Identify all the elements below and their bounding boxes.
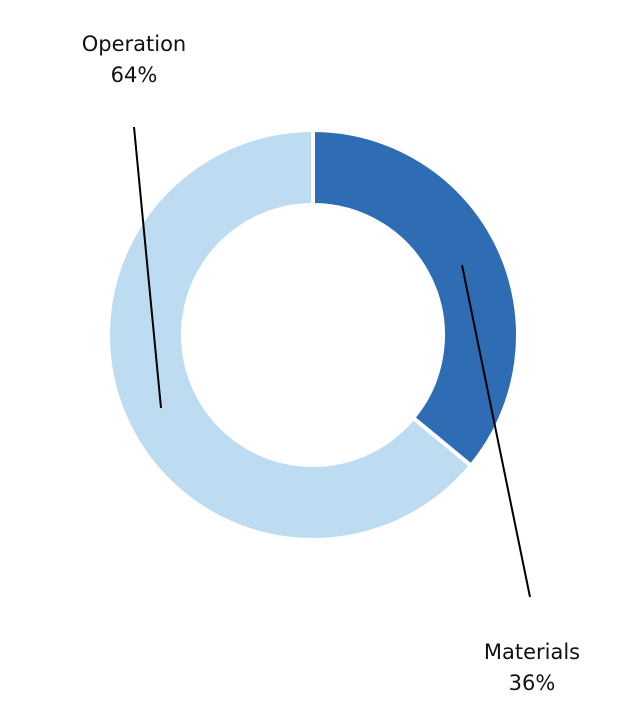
leader-line	[133, 126, 162, 409]
slice-value-label: 36%	[509, 671, 556, 695]
donut-slice	[311, 127, 520, 469]
leader-line	[461, 264, 531, 598]
slice-value-label: 64%	[111, 63, 158, 87]
donut-slice	[106, 127, 474, 542]
slice-label: Operation	[82, 32, 187, 56]
slice-label: Materials	[484, 640, 580, 664]
